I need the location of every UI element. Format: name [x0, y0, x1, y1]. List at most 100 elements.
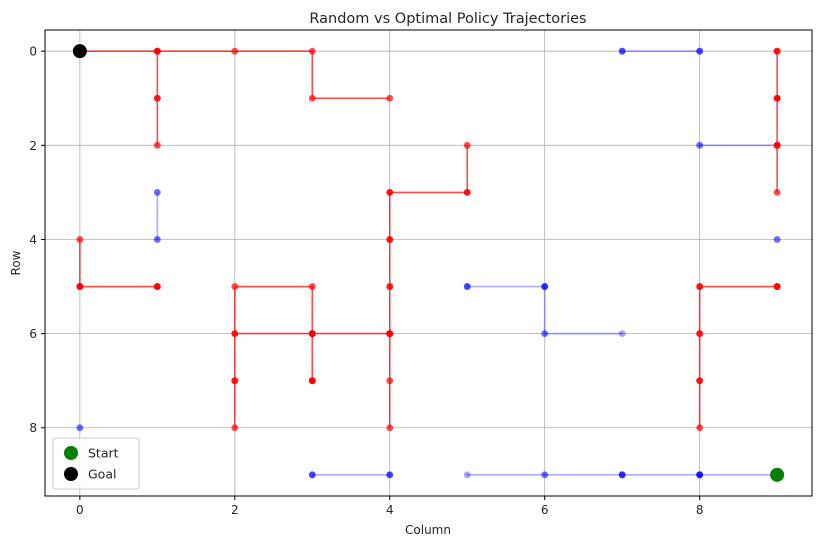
trajectory-point [463, 188, 471, 196]
trajectory-point [773, 188, 781, 196]
trajectory-point [618, 47, 626, 55]
y-tick-label: 2 [29, 139, 37, 153]
trajectory-point [231, 47, 239, 55]
legend-start-label: Start [88, 446, 119, 461]
trajectory-point [308, 94, 316, 102]
y-tick-label: 0 [29, 45, 37, 59]
trajectory-point [541, 283, 549, 290]
series-optimal-8 [696, 283, 781, 432]
plot-frame [44, 29, 813, 497]
trajectory-point [541, 283, 549, 290]
trajectory-point [463, 283, 471, 290]
trajectory-line [234, 144, 469, 429]
x-tick-label: 0 [76, 503, 84, 517]
series-random-4 [696, 141, 781, 149]
y-tick-label: 4 [29, 233, 37, 247]
trajectory-point [76, 236, 84, 243]
trajectory-point [308, 377, 316, 385]
trajectory-point [773, 141, 781, 149]
trajectory-point [696, 471, 704, 479]
trajectory-point [386, 424, 394, 432]
trajectory-point [773, 236, 781, 243]
trajectory-point [618, 47, 626, 55]
goal-marker [72, 44, 87, 59]
trajectory-point [308, 330, 316, 338]
trajectory-point [773, 236, 781, 243]
trajectory-point [463, 283, 471, 290]
trajectory-point [773, 47, 781, 55]
trajectory-point [386, 471, 394, 479]
trajectory-point [308, 471, 316, 479]
trajectory-point [231, 283, 239, 290]
trajectory-point [618, 471, 626, 479]
series-random-3 [618, 47, 704, 55]
trajectory-point [153, 94, 161, 102]
chart-title: Random vs Optimal Policy Trajectories [309, 11, 586, 27]
x-tick-label: 2 [231, 503, 239, 517]
trajectory-point [696, 47, 704, 55]
trajectory-point [696, 141, 704, 149]
series-random-7 [76, 424, 84, 432]
trajectory-point [696, 471, 704, 479]
trajectory-point [618, 47, 626, 55]
x-tick-label: 6 [541, 503, 549, 517]
trajectory-point [386, 283, 394, 290]
trajectory-point [541, 330, 549, 338]
trajectory-point [308, 283, 316, 290]
trajectory-line [698, 285, 778, 429]
trajectory-point [153, 47, 161, 55]
series-random-6 [773, 236, 781, 243]
trajectory-point [153, 188, 161, 196]
trajectory-point [308, 471, 316, 479]
trajectory-point [541, 283, 549, 290]
trajectory-point [386, 471, 394, 479]
trajectory-point [618, 471, 626, 479]
series-optimal-11 [76, 236, 161, 290]
y-tick-label: 8 [29, 421, 37, 435]
trajectory-point [153, 236, 161, 243]
legend: Start Goal [52, 437, 140, 490]
x-tick-label: 8 [696, 503, 704, 517]
trajectory-line [79, 50, 390, 147]
trajectory-point [541, 471, 549, 479]
x-axis-label: Column [405, 523, 451, 537]
trajectory-point [76, 424, 84, 432]
series-random-5 [153, 188, 161, 243]
trajectory-point [463, 471, 471, 479]
trajectory-point [696, 141, 704, 149]
trajectory-point [618, 330, 626, 338]
trajectory-point [76, 283, 84, 290]
trajectory-point [773, 283, 781, 290]
trajectory-point [386, 236, 394, 243]
trajectory-point [618, 471, 626, 479]
legend-goal-marker [64, 467, 78, 481]
trajectory-point [696, 471, 704, 479]
trajectory-point [308, 471, 316, 479]
trajectory-point [541, 330, 549, 338]
x-tick-label: 4 [386, 503, 394, 517]
special-markers [72, 44, 785, 482]
start-marker [770, 467, 785, 482]
trajectory-point [153, 236, 161, 243]
trajectory-point [386, 330, 394, 338]
series-optimal-10 [231, 141, 471, 432]
trajectory-point [696, 471, 704, 479]
trajectory-point [696, 377, 704, 385]
series-lines [76, 47, 781, 479]
trajectory-point [696, 47, 704, 55]
trajectory-point [76, 424, 84, 432]
trajectory-point [696, 47, 704, 55]
trajectory-line [79, 238, 159, 288]
trajectory-point [541, 471, 549, 479]
trajectory-point [386, 471, 394, 479]
trajectory-point [463, 141, 471, 149]
trajectory-point [773, 94, 781, 102]
series-random-0 [463, 471, 781, 479]
legend-goal-label: Goal [88, 467, 116, 482]
trajectory-point [696, 471, 704, 479]
y-tick-label: 6 [29, 327, 37, 341]
trajectory-point [153, 283, 161, 290]
trajectory-point [153, 141, 161, 149]
axis-ticks: 0 2 4 6 8 0 2 4 6 8 [29, 45, 703, 517]
